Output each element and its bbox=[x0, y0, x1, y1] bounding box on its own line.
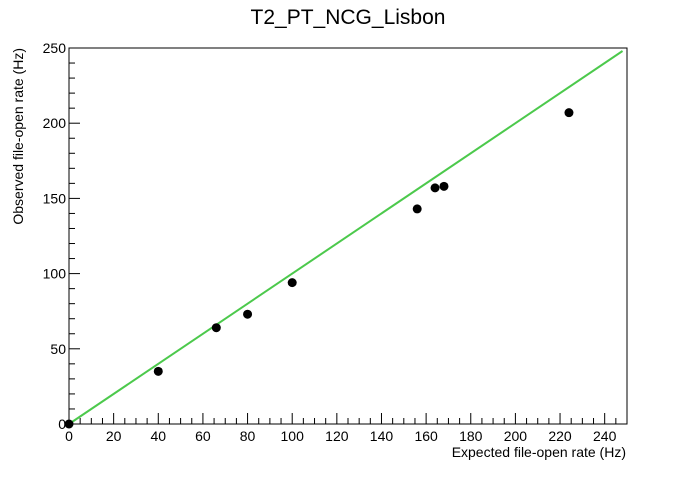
x-tick-label: 220 bbox=[548, 428, 572, 444]
data-point bbox=[564, 108, 574, 118]
data-point bbox=[287, 278, 297, 288]
fit-line bbox=[68, 50, 624, 425]
y-tick-label: 100 bbox=[43, 266, 67, 282]
x-tick-label: 80 bbox=[240, 428, 256, 444]
x-tick-label: 140 bbox=[370, 428, 394, 444]
x-tick-label: 40 bbox=[150, 428, 166, 444]
y-tick-label: 50 bbox=[50, 341, 66, 357]
chart-title: T2_PT_NCG_Lisbon bbox=[251, 6, 446, 29]
data-point bbox=[430, 183, 440, 193]
data-point bbox=[64, 419, 74, 429]
data-points bbox=[64, 108, 574, 429]
x-tick-label: 60 bbox=[195, 428, 211, 444]
x-tick-label: 0 bbox=[65, 428, 73, 444]
y-tick-label: 200 bbox=[43, 115, 67, 131]
data-point bbox=[412, 204, 422, 214]
y-axis-label: Observed file-open rate (Hz) bbox=[10, 48, 26, 225]
fit-line-group bbox=[68, 50, 624, 425]
y-tick-label: 250 bbox=[43, 40, 67, 56]
x-tick-label: 240 bbox=[593, 428, 617, 444]
x-tick-label: 100 bbox=[281, 428, 305, 444]
data-point bbox=[243, 309, 253, 319]
x-tick-label: 200 bbox=[504, 428, 528, 444]
axis-ticks bbox=[68, 47, 628, 425]
x-tick-label: 20 bbox=[106, 428, 122, 444]
y-tick-label: 150 bbox=[43, 190, 67, 206]
x-tick-label: 120 bbox=[325, 428, 349, 444]
data-point bbox=[439, 181, 449, 191]
x-axis-label: Expected file-open rate (Hz) bbox=[452, 444, 626, 460]
y-tick-label: 0 bbox=[58, 416, 66, 432]
x-tick-label: 160 bbox=[414, 428, 438, 444]
data-point bbox=[153, 366, 163, 376]
x-tick-label: 180 bbox=[459, 428, 483, 444]
data-point bbox=[211, 323, 221, 333]
axis-tick-labels: 0 20 40 60 80 100 120 140 160 180 200 220 240 0 50 100 1… bbox=[43, 40, 617, 444]
